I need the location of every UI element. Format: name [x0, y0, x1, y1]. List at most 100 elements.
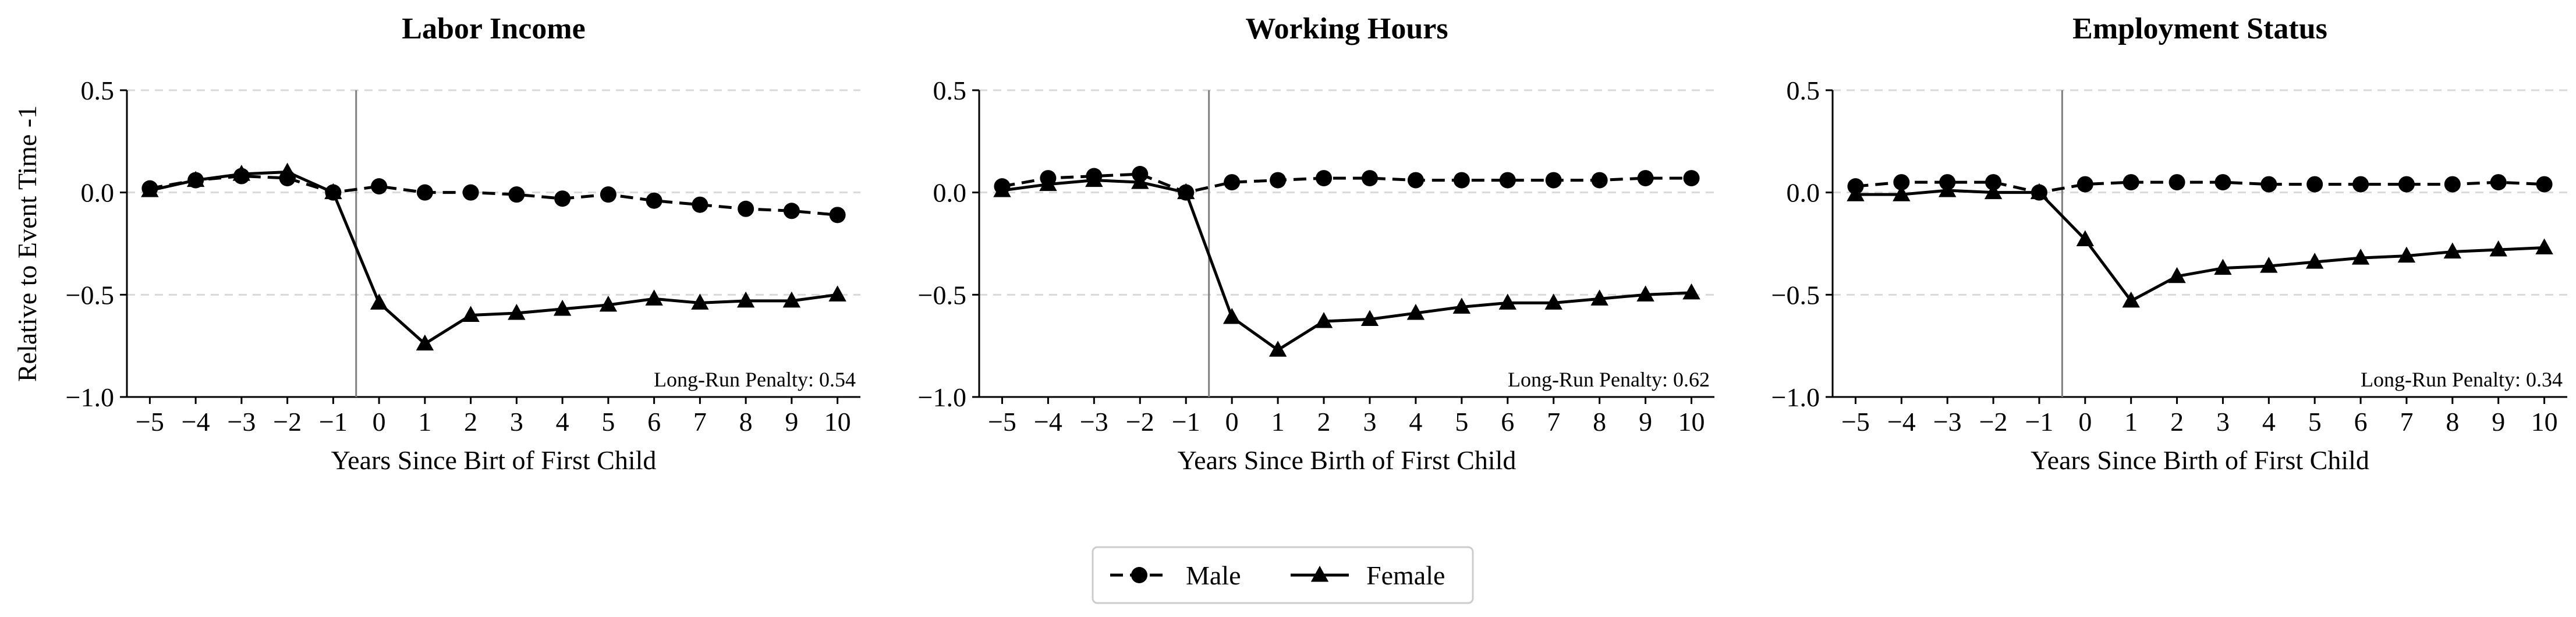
data-point-female: [736, 291, 755, 308]
series-line-female: [149, 171, 838, 346]
data-point-female: [2030, 183, 2049, 200]
legend-box: [1092, 546, 1474, 604]
x-tick-label: 6: [2354, 407, 2368, 437]
legend: Male Female: [1092, 546, 1474, 604]
x-tick-label: 1: [2124, 407, 2138, 437]
y-tick-label: 0.0: [1787, 178, 1820, 208]
x-tick-label: 7: [1547, 407, 1560, 437]
legend-marker-female: [1310, 566, 1329, 582]
x-tick-label: −1: [2025, 407, 2053, 437]
x-tick-label: 7: [2400, 407, 2413, 437]
y-tick-label: 0.0: [933, 178, 967, 208]
data-point-female: [599, 295, 618, 312]
data-point-female: [1131, 173, 1149, 189]
x-tick-label: 9: [2492, 407, 2505, 437]
data-point-male: [1316, 170, 1333, 187]
x-tick-label: −2: [273, 407, 302, 437]
x-tick-label: 8: [739, 407, 753, 437]
series-line-male: [149, 175, 838, 217]
data-point-male: [1591, 172, 1608, 189]
y-tick-label: −0.5: [918, 280, 966, 310]
x-tick-label: −2: [1126, 407, 1154, 437]
x-tick-label: 5: [2308, 407, 2322, 437]
x-tick-label: −3: [1933, 407, 1962, 437]
data-point-male: [2306, 176, 2323, 193]
data-point-female: [2305, 253, 2324, 269]
x-axis-label: Years Since Birt of First Child: [331, 445, 657, 475]
data-point-female: [1938, 181, 1957, 197]
x-tick-label: 8: [1593, 407, 1606, 437]
panel-3: 0.5 0.0 −0.5 −1.0 −5 −4 −3 −2 −1 0 1 2 3 4 5 6 7 8 9 10 Empl…: [1771, 12, 2567, 475]
data-point-female: [1682, 283, 1700, 300]
data-point-female: [1360, 310, 1379, 327]
x-tick-label: 0: [1225, 407, 1239, 437]
legend-marker-male: [1131, 567, 1147, 583]
data-point-female: [232, 165, 251, 181]
data-point-female: [1085, 171, 1103, 187]
data-point-female: [1498, 293, 1516, 310]
y-tick-label: 0.5: [81, 76, 115, 105]
data-point-male: [2444, 176, 2461, 193]
data-point-female: [370, 293, 388, 310]
y-tick-label: 0.5: [1787, 76, 1820, 105]
x-tick-label: 10: [2531, 407, 2558, 437]
data-point-female: [1452, 297, 1471, 314]
x-tick-label: 2: [2170, 407, 2184, 437]
data-point-female: [1893, 185, 1911, 201]
data-point-female: [1039, 175, 1057, 192]
chart-title: Working Hours: [1245, 12, 1448, 45]
data-point-female: [2351, 249, 2370, 265]
data-point-male: [1270, 172, 1287, 189]
data-point-male: [692, 196, 708, 213]
y-tick-label: −0.5: [66, 280, 114, 310]
data-point-female: [691, 293, 709, 310]
data-point-male: [2536, 176, 2553, 193]
long-run-penalty-label: Long-Run Penalty: 0.34: [2361, 368, 2563, 391]
data-point-female: [2443, 242, 2462, 259]
series-line-female: [1002, 179, 1692, 352]
data-point-female: [2214, 258, 2232, 275]
x-tick-label: 9: [1639, 407, 1652, 437]
x-tick-label: 0: [373, 407, 386, 437]
x-tick-label: −5: [988, 407, 1016, 437]
data-point-male: [2260, 176, 2277, 193]
x-tick-label: 8: [2446, 407, 2459, 437]
legend-label-male: Male: [1186, 561, 1241, 590]
x-tick-label: 10: [1678, 407, 1705, 437]
y-tick-label: −1.0: [1771, 382, 1820, 412]
data-point-male: [1407, 172, 1424, 189]
x-tick-label: −4: [1887, 407, 1916, 437]
long-run-penalty-label: Long-Run Penalty: 0.54: [654, 368, 856, 391]
x-tick-label: 6: [647, 407, 661, 437]
data-point-female: [278, 162, 296, 179]
y-tick-label: −1.0: [66, 382, 114, 412]
y-tick-label: −1.0: [918, 382, 966, 412]
x-tick-label: 4: [1409, 407, 1422, 437]
x-axis-label: Years Since Birth of First Child: [2031, 445, 2369, 475]
data-point-female: [2168, 267, 2186, 283]
data-point-male: [829, 207, 846, 224]
data-point-female: [2260, 257, 2278, 273]
x-tick-label: 2: [1317, 407, 1331, 437]
series-line-male: [1855, 180, 2545, 194]
data-point-male: [2398, 176, 2415, 193]
data-point-male: [371, 178, 388, 195]
y-axis-label: Relative to Event Time -1: [12, 105, 42, 382]
data-point-male: [2214, 174, 2231, 191]
x-tick-label: 1: [418, 407, 431, 437]
data-point-male: [2077, 176, 2093, 193]
data-point-female: [462, 306, 480, 322]
data-point-male: [416, 184, 433, 201]
data-point-female: [508, 303, 526, 320]
data-point-male: [1361, 170, 1378, 187]
x-tick-label: 3: [1363, 407, 1376, 437]
x-tick-label: 2: [464, 407, 477, 437]
data-point-female: [1590, 289, 1608, 306]
series-line-female: [1855, 189, 2545, 303]
data-point-male: [2490, 174, 2507, 191]
x-tick-label: 5: [1455, 407, 1468, 437]
data-point-male: [1453, 172, 1470, 189]
data-point-female: [2076, 230, 2095, 246]
data-point-male: [2123, 174, 2139, 191]
